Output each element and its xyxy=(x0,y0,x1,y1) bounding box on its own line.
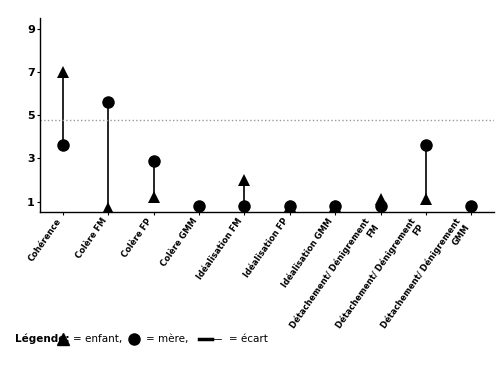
Text: Légende:: Légende: xyxy=(15,333,70,344)
Text: = mère,: = mère, xyxy=(146,333,188,344)
Text: = enfant,: = enfant, xyxy=(73,333,122,344)
Text: —  = écart: — = écart xyxy=(212,333,268,344)
